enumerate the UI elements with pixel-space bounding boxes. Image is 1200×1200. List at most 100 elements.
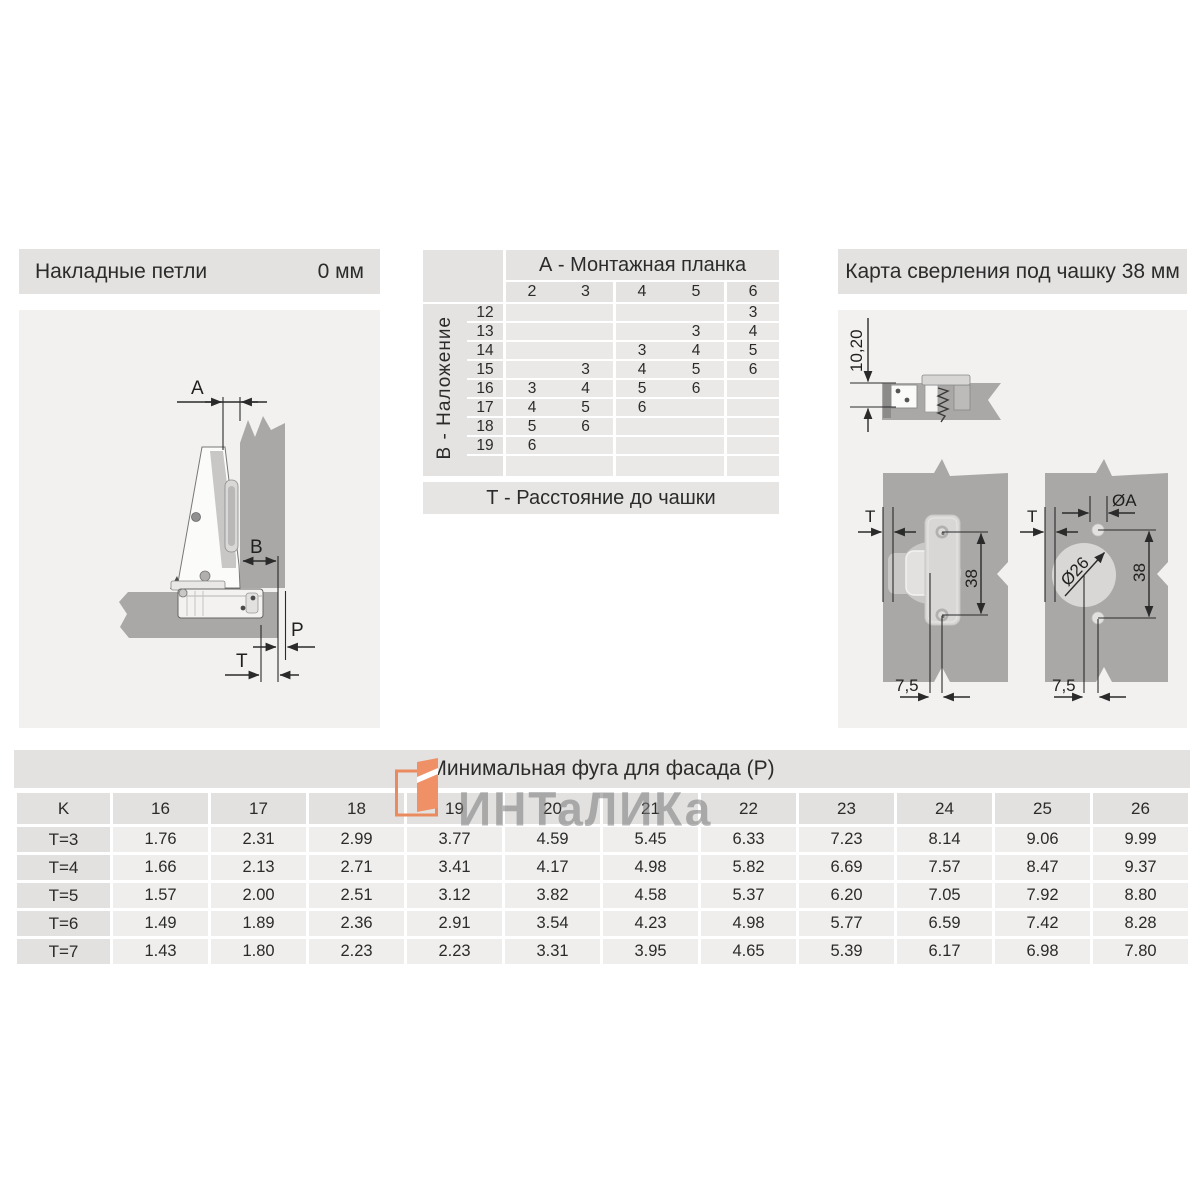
plate-column-header: 6 (724, 282, 780, 302)
gap-column-header: 17 (211, 793, 306, 824)
overlay-cell (503, 304, 558, 321)
gap-corner-header: K (17, 793, 110, 824)
gap-value-cell: 7.57 (897, 855, 992, 880)
overlay-cell (558, 304, 613, 321)
gap-column-header: 20 (505, 793, 600, 824)
gap-value-cell: 2.13 (211, 855, 306, 880)
overlay-cell: 5 (668, 361, 724, 378)
overlay-cell (558, 323, 613, 340)
overlay-row: 14 3 4 5 (423, 342, 780, 359)
gap-value-cell: 1.80 (211, 939, 306, 964)
overlay-cell (613, 437, 668, 454)
dim-label-p: P (291, 620, 304, 641)
gap-value-cell: 7.80 (1093, 939, 1188, 964)
gap-value-cell: 1.66 (113, 855, 208, 880)
dimension-75-plate: 7,5 (895, 573, 970, 702)
plate-column-header: 4 (613, 282, 668, 302)
gap-column-header: 26 (1093, 793, 1188, 824)
header-overlay-hinges: Накладные петли 0 мм (19, 249, 380, 294)
gap-value-cell: 7.23 (799, 827, 894, 852)
gap-value-cell: 9.06 (995, 827, 1090, 852)
gap-row: T=6 1.49 1.89 2.36 2.91 3.54 4.23 4.98 5.77 6.59 7… (17, 911, 1188, 936)
dimension-38-holes: 38 (1098, 529, 1156, 619)
overlay-cell: 6 (613, 399, 668, 416)
dim-label-75-plate: 7,5 (895, 676, 919, 695)
gap-value-cell: 2.99 (309, 827, 404, 852)
overlay-cell: 3 (558, 361, 613, 378)
dimension-t-plate: T (858, 507, 916, 602)
gap-value-cell: 5.37 (701, 883, 796, 908)
overlay-cell (558, 456, 613, 476)
overlay-cell (558, 437, 613, 454)
gap-value-cell: 6.17 (897, 939, 992, 964)
gap-column-header: 22 (701, 793, 796, 824)
min-gap-table: K 16 17 18 19 20 21 22 23 24 25 26 T=3 1.76 2.31 2.99 3.… (14, 790, 1191, 967)
overlay-cell: 6 (558, 418, 613, 435)
dimension-depth: 10,20 (847, 318, 896, 432)
dim-label-depth: 10,20 (847, 329, 866, 372)
overlay-cell (668, 399, 724, 416)
overlay-cell (613, 456, 668, 476)
overlay-cell: 4 (558, 380, 613, 397)
overlay-axis-label: В - Наложение (434, 315, 455, 460)
dimension-dia-a: ØA (1062, 491, 1137, 522)
gap-value-cell: 6.33 (701, 827, 796, 852)
gap-value-cell: 9.99 (1093, 827, 1188, 852)
gap-value-cell: 2.23 (309, 939, 404, 964)
overlay-row-label: 15 (467, 361, 503, 378)
overlay-axis-cell: В - Наложение (423, 304, 467, 476)
overlay-cell (503, 342, 558, 359)
overlay-row: 19 6 (423, 437, 780, 454)
gap-value-cell: 2.23 (407, 939, 502, 964)
plate-column-header: 5 (668, 282, 724, 302)
overlay-cell (503, 361, 558, 378)
gap-value-cell: 1.89 (211, 911, 306, 936)
overlay-cell: 3 (668, 323, 724, 340)
gap-column-header: 21 (603, 793, 698, 824)
overlay-cell (503, 456, 558, 476)
overlay-cell: 6 (724, 361, 780, 378)
dimension-t-holes: T (1020, 507, 1078, 602)
overlay-cell: 5 (613, 380, 668, 397)
overlay-cell: 3 (613, 342, 668, 359)
overlay-row: 16 3 4 5 6 (423, 380, 780, 397)
gap-row: T=4 1.66 2.13 2.71 3.41 4.17 4.98 5.82 6.69 7.57 8… (17, 855, 1188, 880)
gap-value-cell: 2.91 (407, 911, 502, 936)
dimension-t: T (225, 625, 299, 682)
drilling-map-panel: 10,20 T 38 (838, 310, 1187, 728)
overlay-cell: 3 (503, 380, 558, 397)
overlay-row: В - Наложение 12 3 (423, 304, 780, 476)
overlay-cell (558, 342, 613, 359)
overlay-row: 17 4 5 6 (423, 399, 780, 416)
overlay-row-label: 17 (467, 399, 503, 416)
overlay-cell (724, 456, 780, 476)
overlay-cell (613, 323, 668, 340)
overlay-cell (724, 399, 780, 416)
gap-row: T=7 1.43 1.80 2.23 2.23 3.31 3.95 4.65 5.39 6.17 6… (17, 939, 1188, 964)
dim-label-t: T (236, 651, 248, 672)
dim-label-dia-a: ØA (1112, 491, 1137, 510)
gap-value-cell: 8.47 (995, 855, 1090, 880)
drilling-map-drawing: 10,20 T 38 (847, 318, 1168, 702)
gap-value-cell: 2.51 (309, 883, 404, 908)
gap-column-header: 24 (897, 793, 992, 824)
overlay-cell: 5 (558, 399, 613, 416)
overlay-cell: 4 (503, 399, 558, 416)
gap-value-cell: 7.42 (995, 911, 1090, 936)
gap-value-cell: 6.98 (995, 939, 1090, 964)
gap-column-header: 23 (799, 793, 894, 824)
gap-value-cell: 3.77 (407, 827, 502, 852)
gap-column-header: 19 (407, 793, 502, 824)
overlay-row-empty (423, 456, 780, 476)
gap-row: T=5 1.57 2.00 2.51 3.12 3.82 4.58 5.37 6.20 7.05 7… (17, 883, 1188, 908)
gap-column-header: 25 (995, 793, 1090, 824)
dim-label-t-holes: T (1027, 507, 1037, 526)
overlay-cell (724, 418, 780, 435)
hinge-cross-section-panel: A B P T (19, 310, 380, 728)
gap-column-header: 16 (113, 793, 208, 824)
gap-value-cell: 4.23 (603, 911, 698, 936)
gap-value-cell: 4.98 (701, 911, 796, 936)
page-title: Накладные петли (35, 259, 208, 283)
dim-label-a: A (191, 378, 204, 399)
